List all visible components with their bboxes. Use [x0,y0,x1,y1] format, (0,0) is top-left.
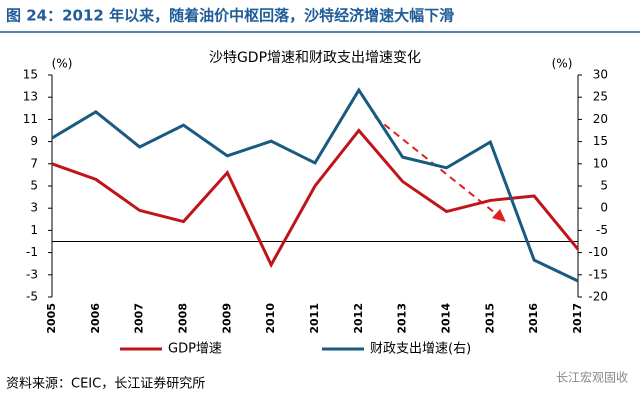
y-tick-label: 7 [30,156,38,170]
x-tick-label: 2011 [308,303,321,334]
x-tick-label: 2008 [177,303,190,334]
y2-tick-label: -15 [588,267,608,281]
arrow-head [492,209,506,222]
x-tick-label: 2012 [352,303,365,334]
x-tick-label: 2015 [483,303,496,334]
y2-tick-label: 25 [593,90,608,104]
chart-title: 沙特GDP增速和财政支出增速变化 [209,50,421,66]
series-line [51,87,579,283]
y2-tick-label: 20 [593,112,608,126]
x-tick-label: 2014 [440,303,453,334]
trend-arrow [374,116,501,218]
x-tick-label: 2016 [527,303,540,334]
source: 资料来源：CEIC，长江证券研究所 [6,376,205,392]
y2-tick-label: -20 [588,290,608,304]
x-tick-label: 2006 [89,303,102,334]
y2-unit: (%) [552,57,573,71]
y2-tick-label: 15 [593,134,608,148]
y2-tick-label: 5 [600,179,608,193]
y-tick-label: 11 [23,112,38,126]
y-tick-label: 3 [30,201,38,215]
y-tick-label: -1 [26,245,38,259]
y2-tick-label: -10 [588,245,608,259]
y-tick-label: 1 [30,223,38,237]
y-tick-label: 15 [23,68,38,82]
y-unit: (%) [52,57,73,71]
x-tick-label: 2009 [220,303,233,334]
y-tick-label: 5 [30,179,38,193]
series-line [51,128,580,269]
y-tick-label: 9 [30,134,38,148]
y2-tick-label: -5 [596,223,608,237]
watermark: 长江宏观固收 [556,370,628,385]
legend-label: 财政支出增速(右) [370,342,471,357]
y2-tick-label: 0 [600,201,608,215]
x-tick-label: 2013 [396,303,409,334]
x-tick-label: 2017 [571,303,584,334]
y2-tick-label: 10 [593,156,608,170]
y-tick-label: -3 [26,267,38,281]
y-tick-label: 13 [23,90,38,104]
y-tick-label: -5 [26,290,38,304]
x-tick-label: 2005 [45,303,58,334]
x-tick-label: 2007 [133,303,146,334]
y2-tick-label: 30 [593,68,608,82]
legend-label: GDP增速 [168,342,222,357]
x-tick-label: 2010 [264,303,277,334]
header-title: 图 24：2012 年以来，随着油价中枢回落，沙特经济增速大幅下滑 [6,7,454,25]
